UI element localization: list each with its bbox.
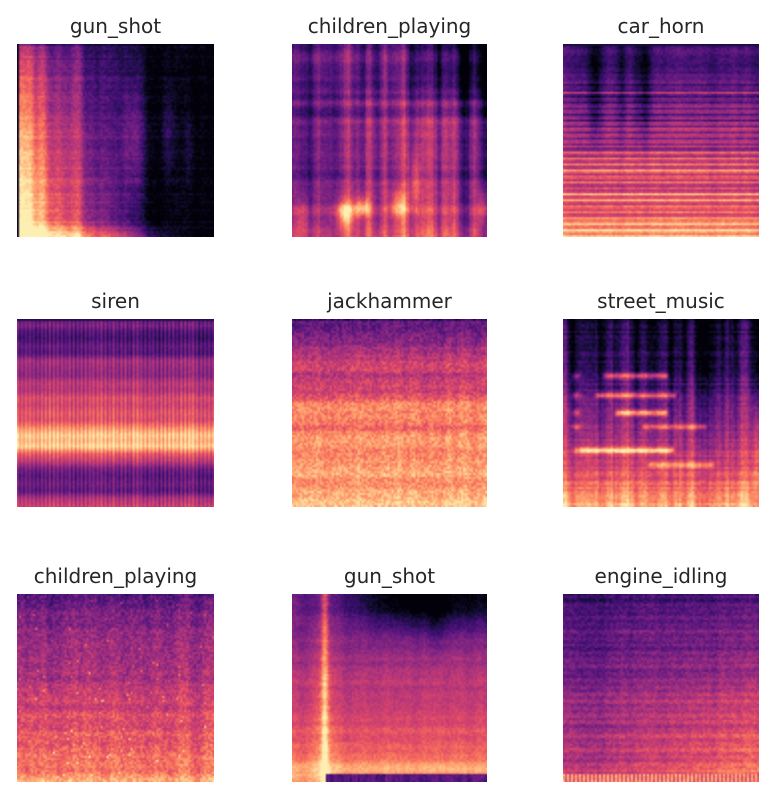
subplot-title: car_horn: [617, 14, 705, 38]
subplot-title: jackhammer: [327, 289, 452, 313]
subplot-title: engine_idling: [594, 564, 728, 588]
spectrogram-image: [17, 319, 214, 507]
spectrogram-image: [563, 44, 759, 237]
spectrogram-image: [292, 319, 487, 507]
spectrogram-cell: jackhammer: [292, 290, 487, 507]
subplot-title: siren: [91, 289, 140, 313]
spectrogram-image: [563, 319, 759, 507]
spectrogram-cell: gun_shot: [17, 15, 214, 237]
spectrogram-cell: engine_idling: [563, 565, 759, 782]
spectrogram-cell: children_playing: [292, 15, 487, 237]
spectrogram-image: [292, 44, 487, 237]
subplot-title: gun_shot: [343, 564, 436, 588]
spectrogram-cell: car_horn: [563, 15, 759, 237]
spectrogram-cell: street_music: [563, 290, 759, 507]
subplot-title: children_playing: [307, 14, 472, 38]
spectrogram-image: [17, 594, 214, 782]
subplot-title: street_music: [597, 289, 725, 313]
spectrogram-cell: gun_shot: [292, 565, 487, 782]
spectrogram-cell: siren: [17, 290, 214, 507]
subplot-title: gun_shot: [69, 14, 162, 38]
spectrogram-image: [563, 594, 759, 782]
subplot-title: children_playing: [33, 564, 198, 588]
spectrogram-image: [17, 44, 214, 237]
spectrogram-image: [292, 594, 487, 782]
spectrogram-cell: children_playing: [17, 565, 214, 782]
